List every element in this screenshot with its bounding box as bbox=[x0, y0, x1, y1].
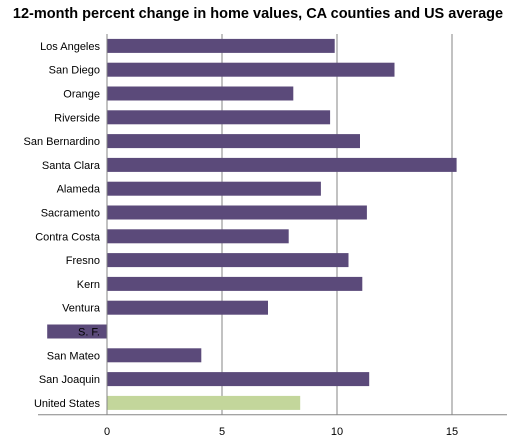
x-tick-label: 15 bbox=[446, 426, 458, 438]
category-label: Ventura bbox=[62, 303, 101, 315]
bar-san-bernardino bbox=[107, 134, 360, 149]
bar-alameda bbox=[107, 181, 321, 196]
category-label: San Bernardino bbox=[24, 136, 100, 148]
bar-san-joaquin bbox=[107, 372, 370, 387]
category-label: San Diego bbox=[49, 65, 100, 77]
bar-kern bbox=[107, 276, 363, 291]
category-label: San Mateo bbox=[47, 350, 100, 362]
category-label: Orange bbox=[63, 89, 100, 101]
bar-orange bbox=[107, 86, 294, 101]
bar-fresno bbox=[107, 253, 349, 268]
bar-contra-costa bbox=[107, 229, 289, 244]
x-tick-label: 5 bbox=[219, 426, 225, 438]
category-label-layer: Los Angeles San Diego Orange Riverside San B… bbox=[24, 41, 101, 410]
chart-title: 12-month percent change in home values, … bbox=[13, 6, 503, 22]
bar-sacramento bbox=[107, 205, 367, 220]
bar-ventura bbox=[107, 300, 268, 315]
category-label: Fresno bbox=[66, 255, 100, 267]
x-tick-label: 10 bbox=[331, 426, 343, 438]
category-label: Los Angeles bbox=[40, 41, 100, 53]
bar-layer bbox=[47, 38, 457, 410]
bar-riverside bbox=[107, 110, 331, 125]
axis-layer bbox=[38, 34, 507, 416]
bar-san-diego bbox=[107, 62, 395, 77]
category-label: San Joaquin bbox=[39, 374, 100, 386]
category-label: Contra Costa bbox=[35, 231, 101, 243]
category-label: Alameda bbox=[57, 184, 101, 196]
category-label: Riverside bbox=[54, 112, 100, 124]
category-label: Sacramento bbox=[41, 208, 100, 220]
category-label: S. F. bbox=[78, 327, 100, 339]
bar-los-angeles bbox=[107, 38, 335, 53]
category-label: United States bbox=[34, 398, 101, 410]
bar-santa-clara bbox=[107, 157, 457, 172]
bar-san-mateo bbox=[107, 348, 202, 363]
category-label: Kern bbox=[77, 279, 100, 291]
bar-s-f bbox=[47, 324, 107, 339]
bar-united-states bbox=[107, 395, 301, 410]
x-tick-label: 0 bbox=[104, 426, 110, 438]
tick-label-layer: 0 5 10 15 bbox=[104, 426, 458, 438]
category-label: Santa Clara bbox=[42, 160, 101, 172]
